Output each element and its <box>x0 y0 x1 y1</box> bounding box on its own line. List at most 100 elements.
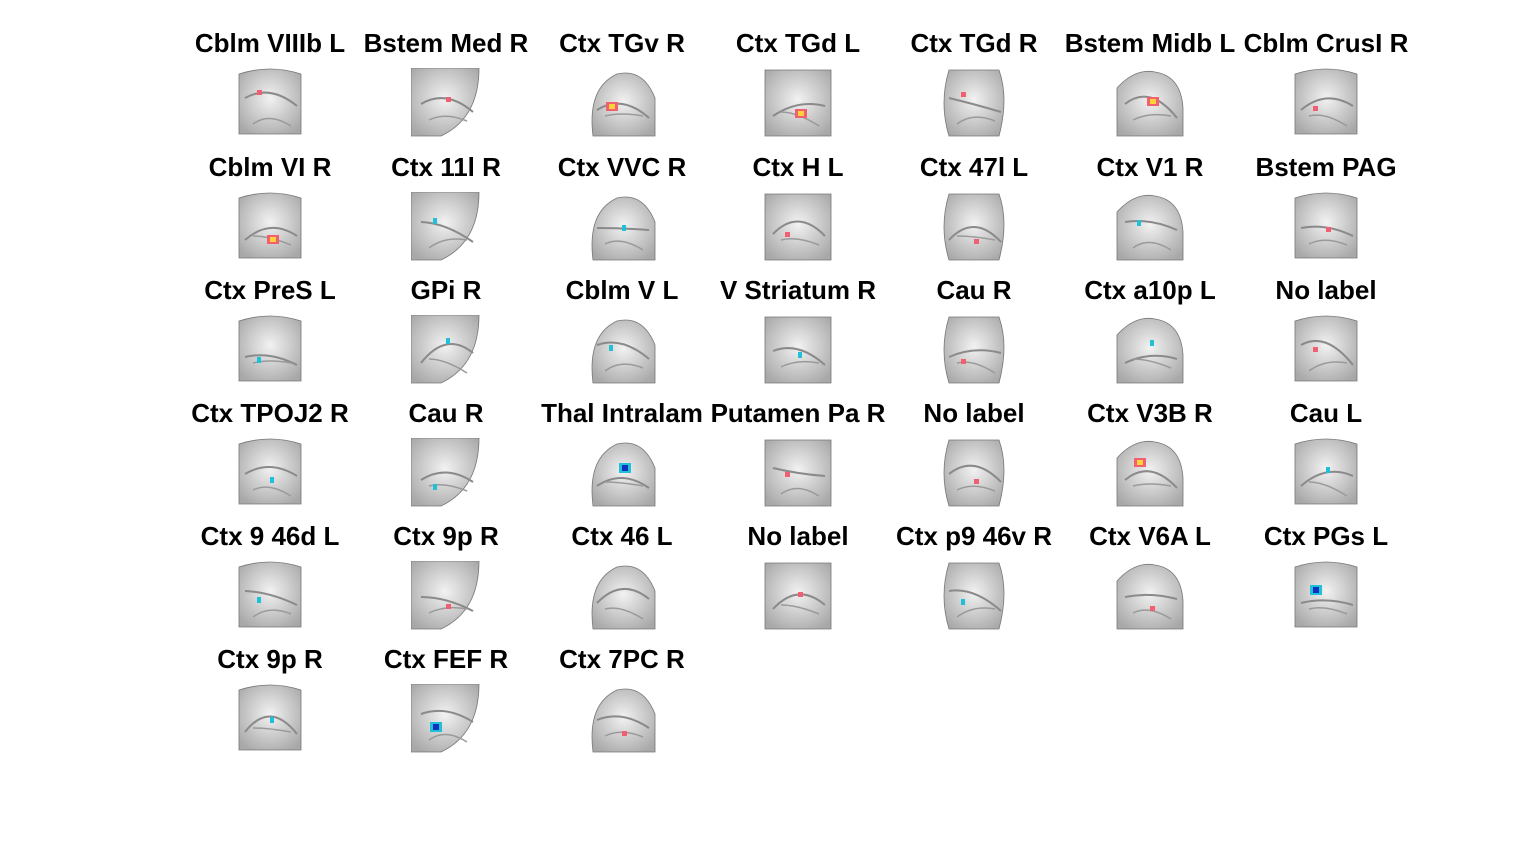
brain-slice-icon <box>587 68 657 138</box>
brain-slice-icon <box>939 192 1009 262</box>
slice-panel: Cau R <box>358 398 534 522</box>
slice-label: Ctx H L <box>752 152 844 182</box>
slice-panel: Ctx 9p R <box>358 521 534 645</box>
brain-slice-icon <box>587 438 657 508</box>
brain-slice-icon <box>1115 315 1185 385</box>
brain-slice-icon <box>1115 192 1185 262</box>
slice-panel: Ctx a10p L <box>1062 275 1238 399</box>
slice-label: Ctx V6A L <box>1089 521 1211 551</box>
brain-slice-icon <box>763 561 833 631</box>
slice-panel: Ctx TGv R <box>534 28 710 152</box>
slice-panel: Ctx 46 L <box>534 521 710 645</box>
slice-panel: Ctx V6A L <box>1062 521 1238 645</box>
brain-slice-icon <box>235 684 305 754</box>
brain-slice-icon <box>1115 561 1185 631</box>
brain-slice-icon <box>235 315 305 385</box>
slice-panel: Ctx 9 46d L <box>182 521 358 645</box>
brain-slice-icon <box>1115 438 1185 508</box>
slice-panel: Ctx TPOJ2 R <box>182 398 358 522</box>
slice-panel: Cblm VIIIb L <box>182 28 358 152</box>
brain-slice-icon <box>411 315 481 385</box>
brain-slice-icon <box>411 68 481 138</box>
slice-label: Ctx a10p L <box>1084 275 1216 305</box>
slice-panel: Ctx p9 46v R <box>886 521 1062 645</box>
slice-label: Ctx 9p R <box>393 521 499 551</box>
slice-panel: Ctx V1 R <box>1062 152 1238 276</box>
slice-label: Ctx p9 46v R <box>895 521 1053 551</box>
slice-label: Ctx 46 L <box>571 521 673 551</box>
brain-slice-icon <box>587 315 657 385</box>
slice-label: Cblm V L <box>565 275 679 305</box>
brain-slice-icon <box>763 192 833 262</box>
slice-label: Ctx 9p R <box>217 644 323 674</box>
brain-slice-icon <box>411 192 481 262</box>
brain-slice-icon <box>1115 68 1185 138</box>
slice-panel: Thal Intralam <box>534 398 710 522</box>
slice-panel: Ctx 47l L <box>886 152 1062 276</box>
slice-label: Ctx V1 R <box>1096 152 1204 182</box>
slice-panel: Ctx 7PC R <box>534 644 710 768</box>
slice-label: V Striatum R <box>719 275 877 305</box>
brain-slice-icon <box>763 315 833 385</box>
slice-label: Cau R <box>936 275 1012 305</box>
slice-panel: Ctx V3B R <box>1062 398 1238 522</box>
slice-label: Ctx 47l L <box>919 152 1029 182</box>
slice-panel: Ctx VVC R <box>534 152 710 276</box>
slice-label: Cau R <box>408 398 484 428</box>
brain-slice-icon <box>235 561 305 631</box>
slice-label: Ctx TGd L <box>735 28 861 58</box>
slice-panel: Ctx FEF R <box>358 644 534 768</box>
brain-slice-icon <box>411 561 481 631</box>
slice-label: Ctx 9 46d L <box>200 521 340 551</box>
slice-label: Thal Intralam <box>541 398 703 428</box>
brain-slice-icon <box>587 192 657 262</box>
slice-label: Ctx 7PC R <box>559 644 685 674</box>
slice-label: Ctx 11l R <box>391 152 501 182</box>
brain-slice-icon <box>1291 192 1361 262</box>
slice-panel: Ctx TGd R <box>886 28 1062 152</box>
slice-panel: Cblm V L <box>534 275 710 399</box>
brain-slice-icon <box>939 315 1009 385</box>
slice-label: Ctx TGv R <box>559 28 685 58</box>
brain-slice-icon <box>587 561 657 631</box>
brain-slice-icon <box>939 68 1009 138</box>
slice-panel: Bstem PAG <box>1238 152 1414 276</box>
brain-slice-icon <box>1291 438 1361 508</box>
slice-panel: Bstem Med R <box>358 28 534 152</box>
slice-label: GPi R <box>410 275 482 305</box>
slice-label: Ctx V3B R <box>1087 398 1213 428</box>
slice-panel: Ctx PGs L <box>1238 521 1414 645</box>
brain-slice-icon <box>939 561 1009 631</box>
slice-label: Ctx TGd R <box>910 28 1038 58</box>
brain-slice-icon <box>235 192 305 262</box>
slice-panel: Ctx 9p R <box>182 644 358 768</box>
brain-slice-icon <box>411 684 481 754</box>
slice-label: Bstem Midb L <box>1064 28 1236 58</box>
slice-label: Cau L <box>1289 398 1363 428</box>
slice-panel: Ctx PreS L <box>182 275 358 399</box>
slice-panel: Putamen Pa R <box>710 398 886 522</box>
slice-label: No label <box>1275 275 1377 305</box>
slice-panel: Cau L <box>1238 398 1414 522</box>
slice-panel: No label <box>1238 275 1414 399</box>
brain-slice-icon <box>1291 315 1361 385</box>
slice-label: Ctx FEF R <box>383 644 509 674</box>
brain-slice-icon <box>763 438 833 508</box>
slice-panel: Ctx TGd L <box>710 28 886 152</box>
brain-slice-icon <box>235 68 305 138</box>
slice-label: No label <box>923 398 1025 428</box>
slice-label: Ctx TPOJ2 R <box>191 398 349 428</box>
brain-slice-icon <box>939 438 1009 508</box>
slice-label: No label <box>747 521 849 551</box>
slice-label: Cblm VIIIb L <box>194 28 346 58</box>
slice-panel: Ctx 11l R <box>358 152 534 276</box>
slice-label: Putamen Pa R <box>710 398 886 428</box>
brain-slice-icon <box>235 438 305 508</box>
slice-label: Cblm CrusI R <box>1243 28 1409 58</box>
slice-label: Bstem Med R <box>363 28 529 58</box>
slice-panel: Cau R <box>886 275 1062 399</box>
brain-slice-icon <box>1291 68 1361 138</box>
slice-label: Cblm VI R <box>208 152 332 182</box>
slice-panel: No label <box>710 521 886 645</box>
slice-panel: V Striatum R <box>710 275 886 399</box>
